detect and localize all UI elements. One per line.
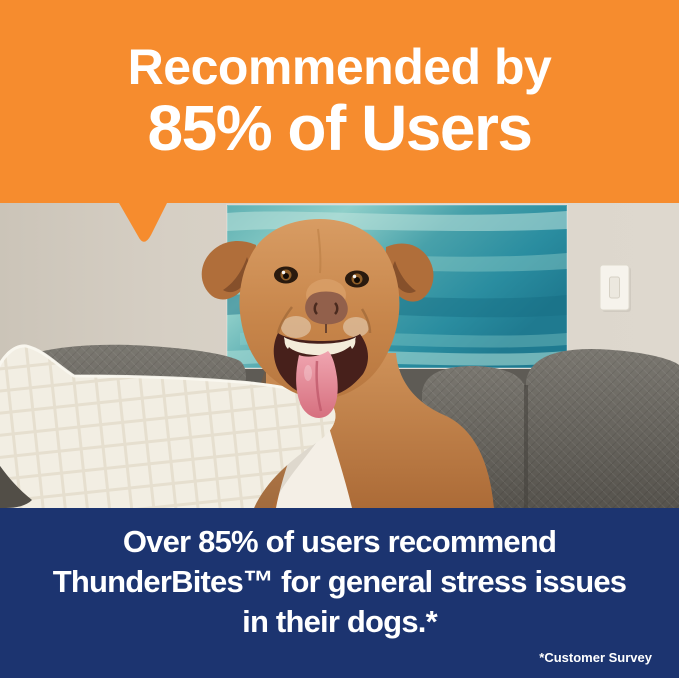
top-banner: Recommended by 85% of Users bbox=[0, 0, 679, 203]
dog-teeth bbox=[284, 337, 356, 356]
photo-scene bbox=[0, 203, 679, 508]
claim-line3: in their dogs.* bbox=[242, 604, 437, 639]
claim-line2: ThunderBites™ for general stress issues bbox=[52, 564, 627, 599]
dog-nose bbox=[305, 291, 348, 333]
light-switch bbox=[599, 264, 631, 312]
headline-line1: Recommended by bbox=[127, 39, 552, 95]
scene-illustration bbox=[0, 203, 679, 508]
claim-line1: Over 85% of users recommend bbox=[122, 524, 557, 559]
pillow bbox=[0, 344, 336, 508]
dog-head bbox=[201, 219, 434, 418]
dog-eye-left bbox=[274, 266, 298, 284]
couch-corner-shadow bbox=[0, 465, 32, 508]
dog-mouth bbox=[273, 333, 369, 418]
speech-pointer bbox=[119, 203, 167, 242]
dog-eye-right bbox=[345, 270, 369, 288]
headline-line2: 85% of Users bbox=[147, 92, 533, 164]
bottom-banner: Over 85% of users recommend ThunderBites… bbox=[0, 508, 679, 678]
footnote: *Customer Survey bbox=[539, 650, 652, 665]
